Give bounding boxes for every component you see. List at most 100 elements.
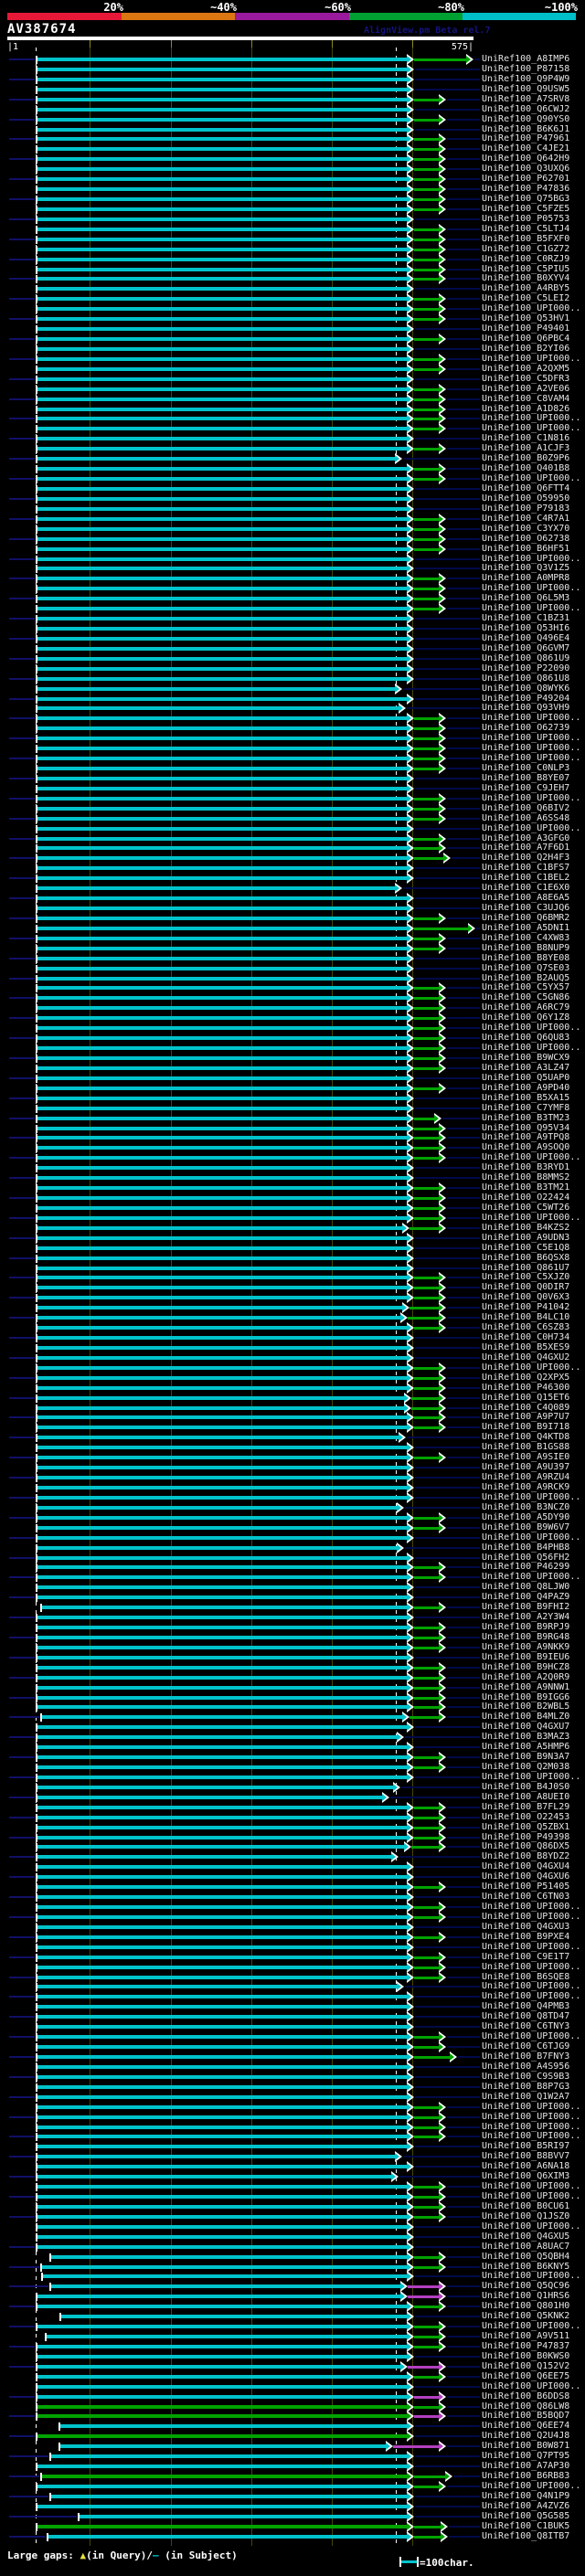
hit-label: UniRef100_A7SRV8: [482, 94, 570, 104]
hit-label: UniRef100_UPI000..: [482, 2381, 581, 2391]
hit-label: UniRef100_Q90YS0: [482, 114, 570, 124]
label-leader-line: [447, 338, 480, 340]
bar-start-tick: [36, 165, 37, 174]
hit-end-arrow-icon: [407, 715, 411, 722]
alignment-bar: [37, 726, 407, 730]
bar-start-tick: [36, 396, 37, 404]
bar-start-tick: [36, 305, 37, 313]
alignment-bar: [37, 876, 407, 880]
alignment-bar: [37, 2505, 407, 2508]
subject-extension-line: [414, 1426, 439, 1429]
hit-end-arrow-icon: [441, 2533, 445, 2540]
hit-label: UniRef100_B8NUP9: [482, 943, 570, 953]
hit-label: UniRef100_B2WBL5: [482, 1701, 570, 1712]
subject-overhang-left: [9, 1617, 35, 1618]
alignment-bar: [37, 2025, 407, 2029]
ruler-tick: [171, 40, 172, 48]
alignment-bar: [37, 1066, 407, 1070]
hit-end-arrow-icon: [407, 1824, 411, 1831]
bar-start-tick: [36, 984, 37, 992]
hit-end-arrow-icon: [439, 1684, 443, 1691]
subject-overhang-left: [9, 678, 35, 680]
hit-end-arrow-icon: [407, 435, 411, 442]
alignment-bar: [37, 657, 407, 661]
label-leader-line: [415, 1596, 480, 1598]
bar-start-tick: [36, 335, 37, 344]
hit-label: UniRef100_C0RZJ9: [482, 254, 570, 264]
hit-label: UniRef100_B8YE07: [482, 773, 570, 783]
label-leader-line: [415, 348, 480, 350]
hit-end-arrow-icon: [439, 1364, 443, 1372]
hit-label: UniRef100_O22453: [482, 1812, 570, 1822]
label-leader-line: [447, 1697, 480, 1699]
label-leader-line: [415, 2146, 480, 2147]
hit-end-arrow-icon: [468, 925, 473, 932]
bar-start-tick: [36, 1564, 37, 1572]
subject-extension-line: [414, 808, 439, 811]
alignment-bar: [37, 58, 407, 61]
subject-extension-line: [414, 158, 439, 161]
label-leader-line: [415, 1257, 480, 1259]
hit-label: UniRef100_C9E1T7: [482, 1952, 570, 1962]
hit-end-arrow-icon: [407, 2094, 411, 2101]
bar-start-tick: [36, 1324, 37, 1332]
subject-extension-line: [414, 1977, 439, 1979]
label-leader-line: [415, 2006, 480, 2008]
label-leader-line: [447, 358, 480, 360]
bar-start-tick: [36, 1144, 37, 1152]
hit-label: UniRef100_B8P7G3: [482, 2082, 570, 2092]
hit-label: UniRef100_B3TM23: [482, 1113, 570, 1123]
hit-label: UniRef100_Q3V1Z5: [482, 563, 570, 573]
alignment-bar: [37, 357, 407, 361]
hit-end-arrow-icon: [439, 96, 443, 103]
bar-start-tick: [36, 2523, 37, 2531]
subject-overhang-left: [9, 2246, 35, 2248]
hit-end-arrow-icon: [439, 425, 443, 432]
label-leader-line: [415, 2086, 480, 2088]
subject-extension-line: [414, 2186, 439, 2189]
alignment-bar: [37, 1436, 399, 1439]
label-leader-line: [415, 907, 480, 909]
bar-start-tick: [49, 2453, 51, 2461]
hit-label: UniRef100_B4PHB8: [482, 1542, 570, 1553]
hit-label: UniRef100_Q7SE03: [482, 963, 570, 973]
bar-start-tick: [36, 2114, 37, 2122]
hit-end-arrow-icon: [407, 1534, 411, 1542]
subject-overhang-left: [9, 2196, 35, 2198]
alignment-bar: [37, 2055, 407, 2059]
bar-start-tick: [36, 2353, 37, 2361]
subject-extension-line: [414, 58, 466, 61]
bar-start-tick: [36, 1814, 37, 1822]
alignment-bar: [59, 2424, 407, 2428]
subject-overhang-left: [9, 2176, 35, 2178]
subject-overhang-left: [9, 239, 35, 240]
subject-overhang-left: [9, 2285, 48, 2287]
label-leader-line: [447, 408, 480, 410]
hit-label: UniRef100_C5DFR3: [482, 374, 570, 384]
hit-end-arrow-icon: [407, 1075, 411, 1082]
hit-end-arrow-icon: [407, 1444, 411, 1451]
subject-overhang-left: [9, 1277, 35, 1278]
hit-label: UniRef100_B4KZS2: [482, 1223, 570, 1233]
subject-overhang-left: [9, 2516, 77, 2518]
label-leader-line: [447, 727, 480, 729]
hit-end-arrow-icon: [439, 546, 443, 553]
label-leader-line: [447, 1367, 480, 1369]
label-leader-line: [447, 1187, 480, 1189]
bar-start-tick: [36, 1654, 37, 1662]
bar-start-tick: [36, 465, 37, 473]
bar-start-tick: [36, 406, 37, 414]
bar-start-tick: [36, 275, 37, 283]
hit-end-arrow-icon: [439, 1514, 443, 1521]
label-leader-line: [447, 1037, 480, 1039]
subject-overhang-left: [9, 1776, 35, 1778]
bar-start-tick: [36, 116, 37, 124]
hit-label: UniRef100_B9PXE4: [482, 1932, 570, 1942]
hit-end-arrow-icon: [407, 1414, 411, 1421]
bar-start-tick: [36, 2063, 37, 2072]
label-leader-line: [447, 138, 480, 140]
hit-label: UniRef100_Q95V34: [482, 1123, 570, 1133]
alignment-bar: [37, 98, 407, 101]
alignment-bar: [37, 1186, 407, 1190]
hit-end-arrow-icon: [407, 406, 411, 413]
